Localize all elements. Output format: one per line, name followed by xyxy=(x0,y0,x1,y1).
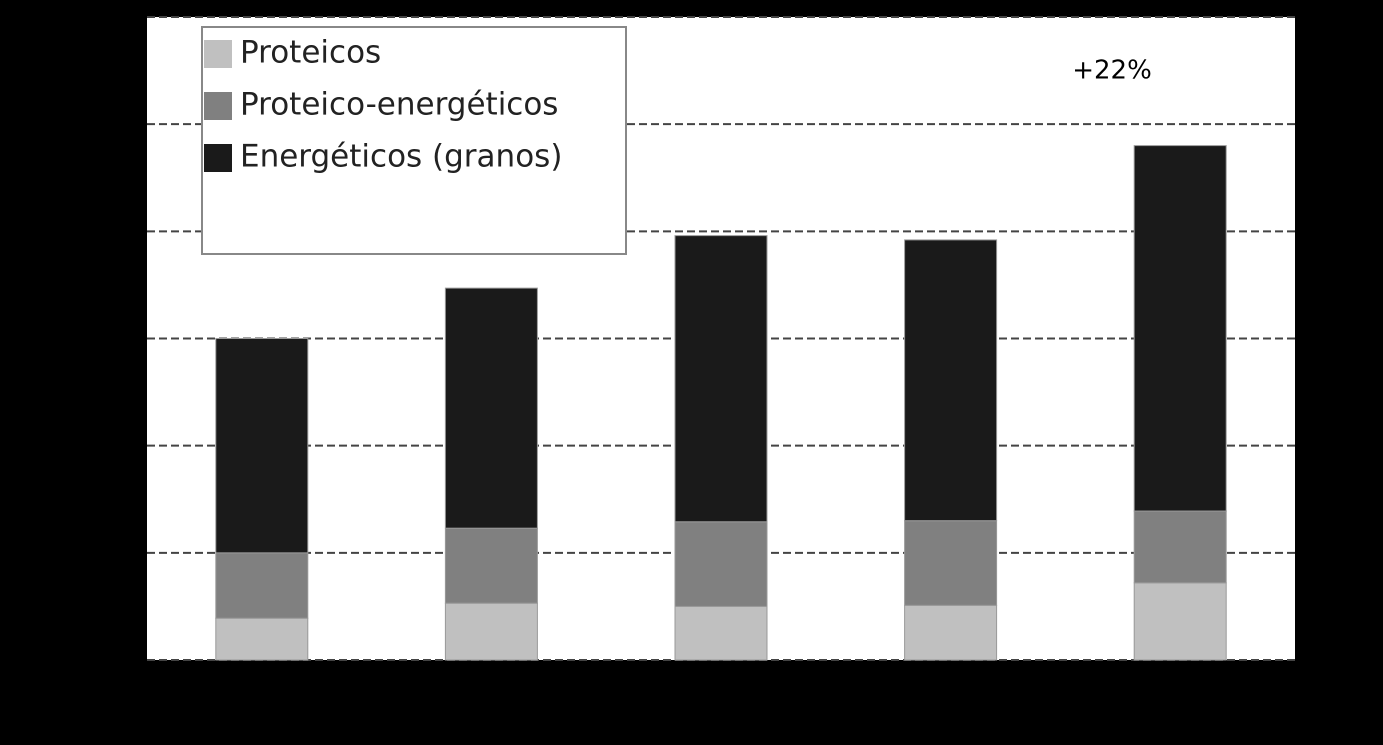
legend-label: Proteico-energéticos xyxy=(240,87,558,123)
bar-segment xyxy=(444,527,538,604)
bar-segment xyxy=(1133,582,1227,661)
annotation: +22% xyxy=(1072,56,1152,86)
bar-segment xyxy=(1133,510,1227,584)
legend-label: Proteicos xyxy=(240,35,381,71)
y-tick-label: 5 xyxy=(123,111,137,136)
legend-label: Energéticos (granos) xyxy=(240,139,562,175)
y-tick-label: 3 xyxy=(123,326,137,351)
bar-segment xyxy=(904,604,998,661)
bar-segment xyxy=(674,521,768,607)
legend-swatch xyxy=(204,144,232,172)
bar-segment xyxy=(904,520,998,606)
bar-segment xyxy=(215,338,309,554)
y-tick-label: 4 xyxy=(123,218,137,243)
legend-swatch xyxy=(204,40,232,68)
bar-segment xyxy=(1133,145,1227,512)
y-tick-label: 6 xyxy=(123,4,137,29)
bar-segment xyxy=(674,235,768,523)
y-tick-label: 1 xyxy=(123,540,137,565)
bar-segment xyxy=(904,239,998,522)
bar-segment xyxy=(215,617,309,661)
y-tick-label: 0 xyxy=(123,647,137,672)
bar-segment xyxy=(444,602,538,661)
legend-swatch xyxy=(204,92,232,120)
bar-segment xyxy=(674,605,768,661)
bar-segment xyxy=(215,552,309,619)
y-tick-label: 2 xyxy=(123,433,137,458)
legend-box xyxy=(201,26,627,255)
bar-segment xyxy=(444,287,538,529)
